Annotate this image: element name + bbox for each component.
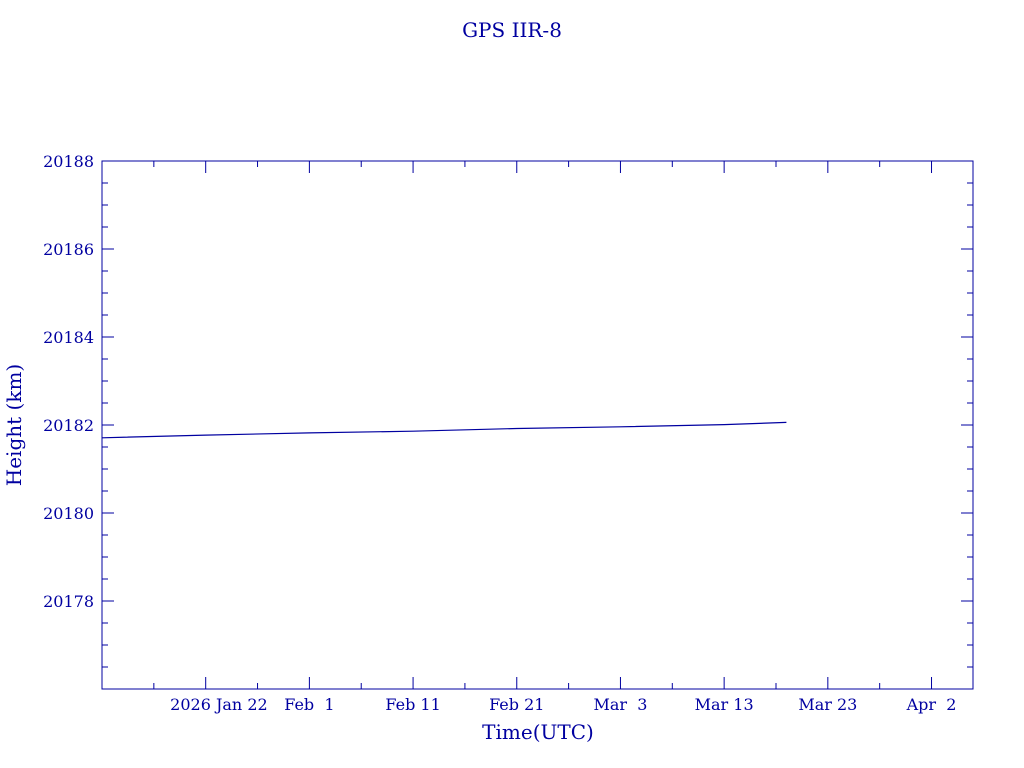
x-tick-label: Feb 11 xyxy=(385,695,440,714)
y-tick-label: 20186 xyxy=(43,240,94,259)
chart-title: GPS IIR-8 xyxy=(462,18,562,42)
y-tick-label: 20184 xyxy=(43,328,94,347)
y-axis-title: Height (km) xyxy=(2,364,26,486)
x-tick-label: Apr 2 xyxy=(906,695,957,714)
x-tick-label: Mar 23 xyxy=(798,695,857,714)
x-tick-label: Feb 21 xyxy=(489,695,544,714)
x-axis-ticks: 2026 Jan 22 Feb 1 Feb 11 Feb 21 Mar 3 Mar 13 M… xyxy=(101,161,957,714)
x-axis-title: Time(UTC) xyxy=(482,720,594,744)
y-axis-ticks: 20178 20180 20182 20184 20186 20188 xyxy=(43,152,973,690)
x-tick-label: Mar 3 xyxy=(593,695,647,714)
y-tick-label: 20182 xyxy=(43,416,94,435)
x-tick-label: Feb 1 xyxy=(284,695,334,714)
plot-frame xyxy=(101,160,974,690)
series-line xyxy=(101,421,787,439)
x-tick-label: Mar 13 xyxy=(695,695,754,714)
y-tick-label: 20180 xyxy=(43,504,94,523)
series-layer xyxy=(101,421,787,439)
y-tick-label: 20188 xyxy=(43,152,94,171)
y-tick-label: 20178 xyxy=(43,592,94,611)
x-tick-label: 2026 Jan 22 xyxy=(170,695,268,714)
